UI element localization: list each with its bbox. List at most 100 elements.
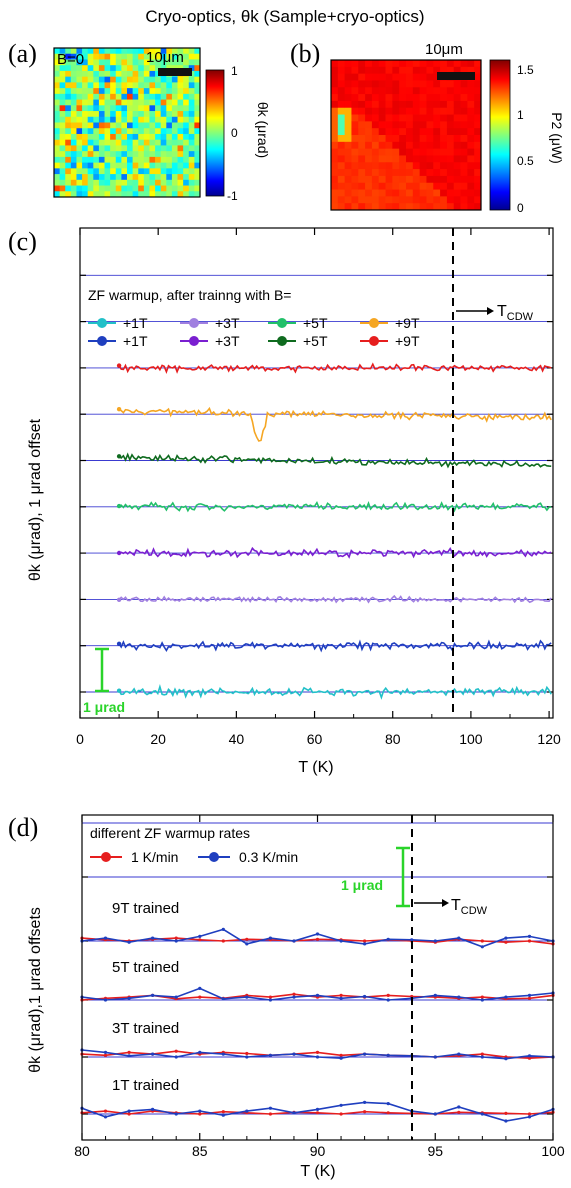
power-map-pixel xyxy=(337,94,346,102)
power-map-pixel xyxy=(453,121,461,129)
kerr-map-pixel xyxy=(160,59,167,66)
kerr-map-pixel xyxy=(160,179,167,186)
kerr-map-pixel xyxy=(160,48,167,55)
power-map-pixel xyxy=(440,175,448,184)
kerr-map-pixel xyxy=(104,168,111,175)
kerr-map-pixel xyxy=(171,191,178,198)
rate-point xyxy=(221,939,225,943)
power-map-pixel xyxy=(460,141,468,150)
rate-point xyxy=(363,942,367,946)
kerr-map-pixel xyxy=(127,88,134,95)
y-axis-label-c: θk (μrad), 1 μrad offset xyxy=(27,418,44,581)
rate-point xyxy=(433,939,437,943)
kerr-map-pixel xyxy=(121,59,128,66)
power-map-pixel xyxy=(399,162,407,170)
power-map-pixel xyxy=(433,169,441,177)
power-map-pixel xyxy=(433,80,441,88)
kerr-map-pixel xyxy=(76,59,83,66)
power-map-pixel xyxy=(358,73,366,81)
kerr-map-pixel xyxy=(183,139,190,146)
power-map-pixel xyxy=(419,169,427,177)
kerr-map-pixel xyxy=(54,191,61,198)
kerr-map-pixel xyxy=(149,179,156,186)
kerr-map-pixel xyxy=(155,145,162,152)
power-map-pixel xyxy=(392,87,400,95)
kerr-map-pixel xyxy=(149,151,156,158)
power-map-pixel xyxy=(412,175,421,184)
power-map-pixel xyxy=(440,100,448,109)
rate-point xyxy=(103,998,108,1002)
power-map-pixel xyxy=(378,203,386,211)
power-map-pixel xyxy=(467,135,475,143)
kerr-map-pixel xyxy=(59,53,66,60)
rate-point xyxy=(151,1107,155,1111)
x-tick-c: 60 xyxy=(307,731,323,747)
rate-point xyxy=(245,1055,249,1059)
rate-point xyxy=(480,1112,484,1116)
power-map-pixel xyxy=(385,196,393,204)
power-map-pixel xyxy=(467,189,475,197)
kerr-map-pixel xyxy=(138,122,145,129)
kerr-map-pixel xyxy=(149,105,156,112)
power-map-pixel xyxy=(460,182,468,190)
power-map-pixel xyxy=(392,66,400,75)
kerr-map-pixel xyxy=(160,122,167,129)
x-tick-c: 120 xyxy=(537,731,561,747)
rate-point xyxy=(315,1050,320,1054)
power-map-pixel xyxy=(399,66,407,75)
power-map-pixel xyxy=(426,175,434,184)
power-map-pixel xyxy=(399,135,407,143)
kerr-map-pixel xyxy=(132,151,139,158)
kerr-map-pixel xyxy=(93,128,100,135)
power-map-pixel xyxy=(453,94,461,102)
kerr-map-pixel xyxy=(149,128,156,135)
power-map-pixel xyxy=(433,100,441,109)
kerr-map-pixel xyxy=(183,156,190,164)
kerr-map-pixel xyxy=(160,99,167,106)
kerr-map-pixel xyxy=(110,99,117,106)
kerr-map-pixel xyxy=(143,48,150,55)
power-map-pixel xyxy=(474,80,482,88)
power-map-pixel xyxy=(433,175,441,184)
power-map-pixel xyxy=(453,148,461,156)
kerr-map-pixel xyxy=(194,191,201,198)
kerr-map-pixel xyxy=(171,139,178,146)
rate-point xyxy=(527,1112,532,1116)
kerr-map-pixel xyxy=(59,145,66,152)
kerr-map-pixel xyxy=(143,128,150,135)
kerr-map-pixel xyxy=(188,191,195,198)
power-map-pixel xyxy=(412,162,421,170)
kerr-map-pixel xyxy=(194,105,201,112)
power-map-pixel xyxy=(365,60,373,68)
power-map-pixel xyxy=(392,121,400,129)
rate-point xyxy=(268,936,272,940)
power-map-pixel xyxy=(371,203,380,211)
power-map-pixel xyxy=(460,189,468,197)
power-map-pixel xyxy=(378,196,386,204)
kerr-map-pixel xyxy=(70,70,77,78)
power-map-pixel xyxy=(365,169,373,177)
kerr-map-pixel xyxy=(76,105,83,112)
kerr-map-pixel xyxy=(194,122,201,129)
power-map-pixel xyxy=(371,80,380,88)
kerr-map-pixel xyxy=(149,116,156,123)
kerr-map-pixel xyxy=(177,185,184,192)
kerr-map-pixel xyxy=(121,48,128,55)
rate-point xyxy=(363,1100,367,1104)
kerr-map-pixel xyxy=(188,145,195,152)
power-map-pixel xyxy=(467,80,475,88)
power-map-pixel xyxy=(426,80,434,88)
power-map-pixel xyxy=(453,189,461,197)
kerr-map-pixel xyxy=(188,82,195,89)
power-map-pixel xyxy=(426,135,434,143)
rate-point xyxy=(480,1052,484,1056)
kerr-map-pixel xyxy=(98,139,105,146)
kerr-map-pixel xyxy=(132,59,139,66)
kerr-map-pixel xyxy=(115,88,122,95)
kerr-map-pixel xyxy=(54,111,61,118)
power-map-pixel xyxy=(406,114,414,122)
kerr-map-pixel xyxy=(76,116,83,123)
legend-item-c: +1T xyxy=(123,315,148,331)
power-map-pixel xyxy=(331,87,339,95)
rate-point xyxy=(457,995,461,999)
